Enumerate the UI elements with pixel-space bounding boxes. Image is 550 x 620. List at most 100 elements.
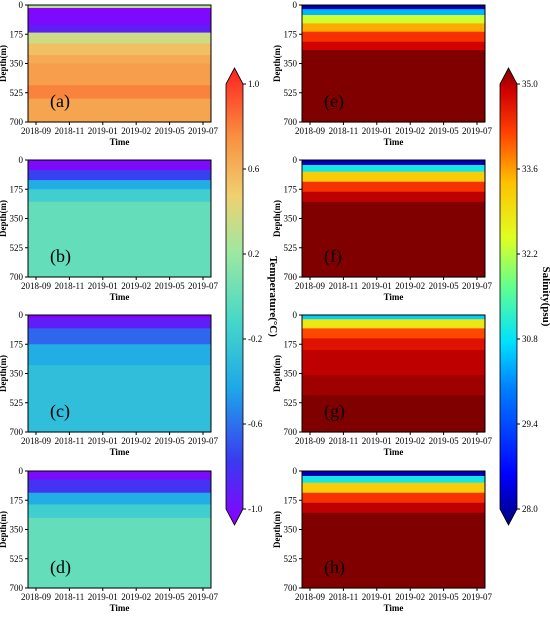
x-axis-label: Time — [384, 137, 404, 147]
heatmap-g — [302, 315, 485, 433]
heatmap-cell — [302, 15, 485, 24]
y-tick-label: 700 — [10, 272, 24, 282]
panel-label: (a) — [50, 91, 70, 112]
panel-label: (d) — [50, 557, 71, 578]
heatmap-cell — [28, 315, 211, 319]
heatmap-cell — [28, 25, 211, 34]
heatmap-cell — [28, 365, 211, 433]
heatmap-cell — [302, 375, 485, 396]
heatmap-cell — [28, 10, 211, 26]
panel-label: (g) — [324, 401, 345, 422]
heatmap-cell — [302, 471, 485, 477]
y-tick-label: 350 — [10, 369, 24, 379]
x-tick-label: 2019-05 — [155, 436, 185, 446]
heatmap-cell — [302, 482, 485, 494]
heatmap-cell — [28, 55, 211, 65]
y-tick-label: 0 — [19, 466, 24, 476]
heatmap-cell — [28, 189, 211, 203]
y-tick-label: 350 — [10, 214, 24, 224]
y-tick-label: 525 — [10, 398, 24, 408]
heatmap-cell — [28, 492, 211, 506]
x-tick-label: 2019-05 — [429, 592, 459, 602]
x-tick-label: 2019-02 — [121, 436, 151, 446]
y-tick-label: 0 — [19, 155, 24, 165]
heatmap-cell — [302, 328, 485, 339]
y-tick-label: 525 — [10, 243, 24, 253]
colorbar-title: Temperature(°C) — [267, 256, 279, 337]
heatmap-cell — [28, 479, 211, 494]
colorbar-temperature: -1.0 -0.6 -0.2 0.2 0.6 1.0 Temperature(°C) — [225, 67, 279, 526]
y-tick-label: 175 — [10, 339, 24, 349]
x-tick-label: 2019-01 — [88, 436, 118, 446]
y-tick-label: 0 — [293, 466, 298, 476]
y-tick-label: 700 — [284, 427, 298, 437]
x-tick-label: 2019-01 — [362, 126, 392, 136]
y-tick-label: 175 — [10, 495, 24, 505]
heatmap-cell — [302, 181, 485, 193]
y-tick-label: 525 — [10, 554, 24, 564]
x-axis-label: Time — [384, 447, 404, 457]
heatmap-cell — [28, 180, 211, 190]
y-tick-label: 350 — [284, 214, 298, 224]
x-axis-label: Time — [110, 137, 130, 147]
x-tick-label: 2018-09 — [21, 281, 51, 291]
heatmap-cell — [28, 471, 211, 480]
colorbar-gradient — [499, 67, 518, 526]
heatmap-f — [302, 160, 485, 278]
panel-label: (f) — [324, 246, 342, 267]
x-tick-label: 2019-05 — [155, 592, 185, 602]
heatmap-cell — [302, 502, 485, 514]
x-tick-label: 2019-02 — [395, 281, 425, 291]
x-tick-label: 2019-07 — [462, 281, 492, 291]
heatmap-cell — [302, 23, 485, 33]
y-tick-label: 525 — [284, 554, 298, 564]
y-tick-label: 525 — [284, 398, 298, 408]
x-tick-label: 2019-01 — [362, 436, 392, 446]
colorbar-tick-label: 1.0 — [248, 79, 260, 89]
y-tick-label: 700 — [284, 272, 298, 282]
heatmap-cell — [28, 170, 211, 181]
y-tick-label: 700 — [10, 583, 24, 593]
x-tick-label: 2019-02 — [395, 436, 425, 446]
heatmap-cell — [302, 171, 485, 183]
x-tick-label: 2018-09 — [295, 126, 325, 136]
x-tick-label: 2019-07 — [462, 436, 492, 446]
heatmap-cell — [28, 517, 211, 589]
colorbar-tick-label: 35.0 — [522, 79, 538, 89]
colorbar-tick-label: -1.0 — [248, 504, 263, 514]
y-axis-label: Depth(m) — [272, 511, 282, 548]
panel-label: (b) — [50, 246, 71, 267]
heatmap-h — [302, 471, 485, 589]
panel-label: (c) — [50, 401, 70, 422]
heatmap-cell — [302, 476, 485, 484]
y-tick-label: 350 — [10, 525, 24, 535]
heatmap-cell — [28, 32, 211, 45]
x-tick-label: 2018-09 — [21, 436, 51, 446]
colorbar-tick-label: 33.6 — [522, 164, 538, 174]
y-tick-label: 700 — [10, 117, 24, 127]
heatmap-cell — [28, 8, 211, 12]
heatmap-cell — [302, 165, 485, 173]
x-tick-label: 2019-02 — [121, 592, 151, 602]
y-axis-label: Depth(m) — [272, 45, 282, 82]
y-tick-label: 350 — [284, 369, 298, 379]
y-tick-label: 0 — [293, 155, 298, 165]
y-tick-label: 0 — [293, 310, 298, 320]
colorbar-tick-label: 0.6 — [248, 164, 260, 174]
y-tick-label: 700 — [284, 117, 298, 127]
y-tick-label: 175 — [284, 184, 298, 194]
x-tick-label: 2019-02 — [395, 592, 425, 602]
heatmap-cell — [28, 85, 211, 100]
colorbar-title: Salinity(psu) — [540, 267, 550, 327]
y-tick-label: 350 — [10, 59, 24, 69]
y-axis-label: Depth(m) — [272, 200, 282, 237]
heatmap-cell — [302, 9, 485, 16]
y-tick-label: 0 — [19, 310, 24, 320]
heatmap-cell — [28, 98, 211, 123]
heatmap-d — [28, 471, 211, 589]
